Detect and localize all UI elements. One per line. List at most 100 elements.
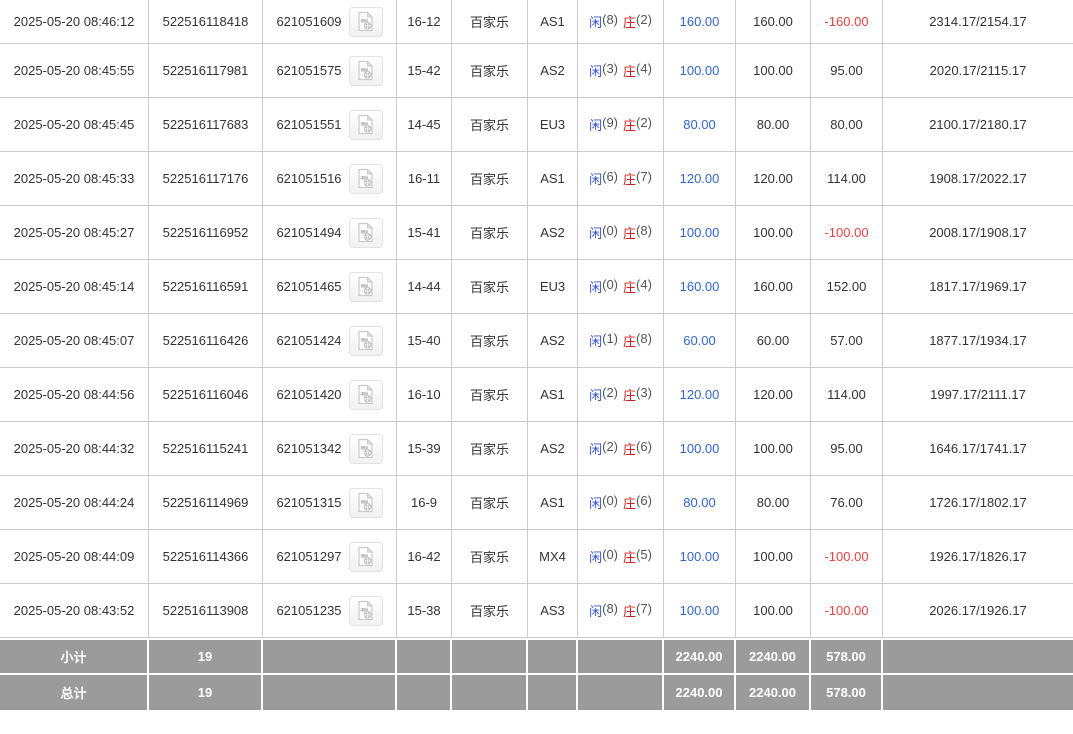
video-replay-button[interactable] bbox=[348, 109, 383, 140]
bet-amount-link[interactable]: 100.00 bbox=[664, 584, 736, 637]
video-replay-button[interactable] bbox=[348, 6, 383, 37]
subtotal-bet-amount: 2240.00 bbox=[664, 640, 736, 673]
video-replay-button[interactable] bbox=[348, 595, 383, 626]
round-id-cell: 621051235 bbox=[263, 584, 397, 637]
video-replay-button[interactable] bbox=[348, 379, 383, 410]
bet-amount-link[interactable]: 120.00 bbox=[664, 368, 736, 421]
banker-label: 庄 bbox=[623, 280, 637, 295]
subtotal-win-loss: 578.00 bbox=[811, 640, 883, 673]
video-replay-button[interactable] bbox=[348, 541, 383, 572]
bet-time-cell: 2025-05-20 08:44:32 bbox=[0, 422, 149, 475]
video-file-icon bbox=[358, 438, 374, 459]
shoe-round-cell: 16-9 bbox=[397, 476, 452, 529]
valid-amount-cell: 80.00 bbox=[736, 98, 811, 151]
player-count: (2) bbox=[602, 439, 618, 454]
balance-cell: 2026.17/1926.17 bbox=[929, 603, 1027, 618]
banker-label: 庄 bbox=[623, 15, 637, 30]
video-file-icon bbox=[358, 330, 374, 351]
banker-count: (4) bbox=[636, 61, 652, 76]
table-code-cell: AS1 bbox=[528, 152, 578, 205]
banker-label: 庄 bbox=[623, 388, 637, 403]
bet-time-cell: 2025-05-20 08:45:07 bbox=[0, 314, 149, 367]
game-result-cell: 闲 (2) 庄 (3) bbox=[578, 368, 664, 421]
round-id-cell: 621051494 bbox=[263, 206, 397, 259]
banker-label: 庄 bbox=[623, 172, 637, 187]
bet-time-cell: 2025-05-20 08:46:12 bbox=[0, 0, 149, 43]
game-type-cell: 百家乐 bbox=[452, 584, 528, 637]
shoe-round-cell: 16-42 bbox=[397, 530, 452, 583]
game-result-cell: 闲 (1) 庄 (8) bbox=[578, 314, 664, 367]
win-loss-cell: -100.00 bbox=[811, 206, 883, 259]
bet-id-cell: 522516115241 bbox=[149, 422, 263, 475]
video-replay-button[interactable] bbox=[348, 163, 383, 194]
game-result-cell: 闲 (8) 庄 (2) bbox=[578, 0, 664, 43]
bet-amount-link[interactable]: 120.00 bbox=[664, 152, 736, 205]
player-label: 闲 bbox=[589, 496, 603, 511]
video-replay-button[interactable] bbox=[348, 433, 383, 464]
game-type-cell: 百家乐 bbox=[452, 152, 528, 205]
video-file-icon bbox=[358, 222, 374, 243]
win-loss-cell: 114.00 bbox=[811, 368, 883, 421]
player-count: (8) bbox=[602, 601, 618, 616]
shoe-round-cell: 16-11 bbox=[397, 152, 452, 205]
player-count: (0) bbox=[602, 547, 618, 562]
player-label: 闲 bbox=[589, 15, 603, 30]
bet-time-cell: 2025-05-20 08:45:45 bbox=[0, 98, 149, 151]
game-result-cell: 闲 (6) 庄 (7) bbox=[578, 152, 664, 205]
table-row: 2025-05-20 08:43:52 522516113908 6210512… bbox=[0, 584, 1073, 638]
balance-cell: 2020.17/2115.17 bbox=[929, 63, 1027, 78]
round-id-cell: 621051315 bbox=[263, 476, 397, 529]
round-id-text: 621051465 bbox=[276, 279, 342, 294]
bet-amount-link[interactable]: 100.00 bbox=[664, 206, 736, 259]
bet-amount-link[interactable]: 100.00 bbox=[664, 530, 736, 583]
table-row: 2025-05-20 08:45:07 522516116426 6210514… bbox=[0, 314, 1073, 368]
bet-records-table: 2025-05-20 08:46:12 522516118418 6210516… bbox=[0, 0, 1073, 710]
video-file-icon bbox=[358, 276, 374, 297]
bet-amount-link[interactable]: 100.00 bbox=[664, 422, 736, 475]
bet-amount-link[interactable]: 80.00 bbox=[664, 476, 736, 529]
total-valid-amount: 2240.00 bbox=[736, 675, 811, 710]
game-result-cell: 闲 (0) 庄 (8) bbox=[578, 206, 664, 259]
game-type-cell: 百家乐 bbox=[452, 0, 528, 43]
video-replay-button[interactable] bbox=[348, 271, 383, 302]
player-label: 闲 bbox=[589, 334, 603, 349]
shoe-round-cell: 15-40 bbox=[397, 314, 452, 367]
balance-cell: 1726.17/1802.17 bbox=[929, 495, 1027, 510]
table-code-cell: AS1 bbox=[528, 0, 578, 43]
balance-cell: 2008.17/1908.17 bbox=[929, 225, 1027, 240]
player-count: (6) bbox=[602, 169, 618, 184]
round-id-text: 621051315 bbox=[276, 495, 342, 510]
video-replay-button[interactable] bbox=[348, 217, 383, 248]
shoe-round-cell: 15-42 bbox=[397, 44, 452, 97]
valid-amount-cell: 160.00 bbox=[736, 260, 811, 313]
win-loss-cell: 57.00 bbox=[811, 314, 883, 367]
valid-amount-cell: 160.00 bbox=[736, 0, 811, 43]
player-count: (0) bbox=[602, 277, 618, 292]
round-id-cell: 621051465 bbox=[263, 260, 397, 313]
game-type-cell: 百家乐 bbox=[452, 206, 528, 259]
total-win-loss: 578.00 bbox=[811, 675, 883, 710]
balance-cell: 1997.17/2111.17 bbox=[930, 387, 1026, 402]
video-replay-button[interactable] bbox=[348, 325, 383, 356]
bet-amount-link[interactable]: 100.00 bbox=[664, 44, 736, 97]
game-result-cell: 闲 (0) 庄 (4) bbox=[578, 260, 664, 313]
win-loss-cell: 76.00 bbox=[811, 476, 883, 529]
video-replay-button[interactable] bbox=[348, 487, 383, 518]
bet-amount-link[interactable]: 80.00 bbox=[664, 98, 736, 151]
total-bet-amount: 2240.00 bbox=[664, 675, 736, 710]
shoe-round-cell: 15-38 bbox=[397, 584, 452, 637]
video-replay-button[interactable] bbox=[348, 55, 383, 86]
round-id-cell: 621051424 bbox=[263, 314, 397, 367]
round-id-text: 621051516 bbox=[276, 171, 342, 186]
banker-label: 庄 bbox=[623, 226, 637, 241]
bet-time-cell: 2025-05-20 08:44:56 bbox=[0, 368, 149, 421]
table-row: 2025-05-20 08:45:55 522516117981 6210515… bbox=[0, 44, 1073, 98]
bet-amount-link[interactable]: 60.00 bbox=[664, 314, 736, 367]
bet-amount-link[interactable]: 160.00 bbox=[664, 0, 736, 43]
bet-id-cell: 522516116952 bbox=[149, 206, 263, 259]
win-loss-cell: 95.00 bbox=[811, 422, 883, 475]
bet-id-cell: 522516116046 bbox=[149, 368, 263, 421]
bet-amount-link[interactable]: 160.00 bbox=[664, 260, 736, 313]
game-type-cell: 百家乐 bbox=[452, 260, 528, 313]
player-label: 闲 bbox=[589, 118, 603, 133]
